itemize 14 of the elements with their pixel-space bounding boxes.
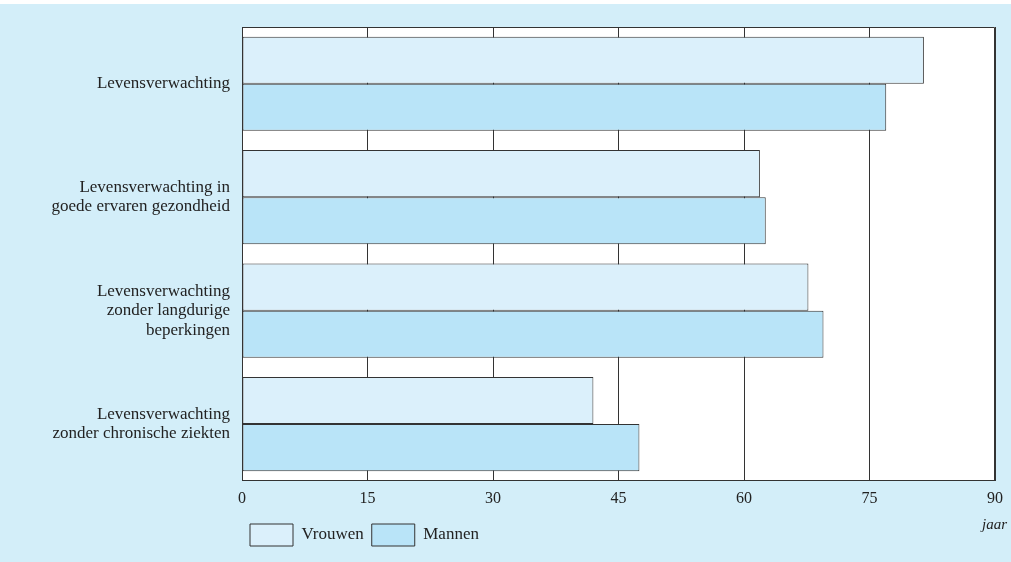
x-tick-label: 60 (736, 488, 752, 506)
x-tick-label: 75 (861, 488, 878, 506)
y-tick-label: Levensverwachting zonder chronische ziekten (52, 403, 231, 443)
x-tick-label: 30 (485, 488, 501, 506)
legend-label: Mannen (423, 524, 480, 544)
x-tick-label: 45 (610, 488, 627, 506)
x-tick-label: 90 (987, 488, 1003, 506)
x-axis-title: jaar (979, 515, 1008, 532)
x-tick-label: 0 (238, 488, 246, 506)
y-tick-label: Levensverwachting in goede ervaren gezondheid (51, 176, 231, 216)
y-tick-label: Levensverwachting zonder langdurige beperkingen (96, 280, 231, 339)
legend-label: Vrouwen (301, 524, 365, 544)
x-tick-label: 15 (359, 488, 376, 506)
y-tick-label: Levensverwachting (96, 73, 231, 93)
